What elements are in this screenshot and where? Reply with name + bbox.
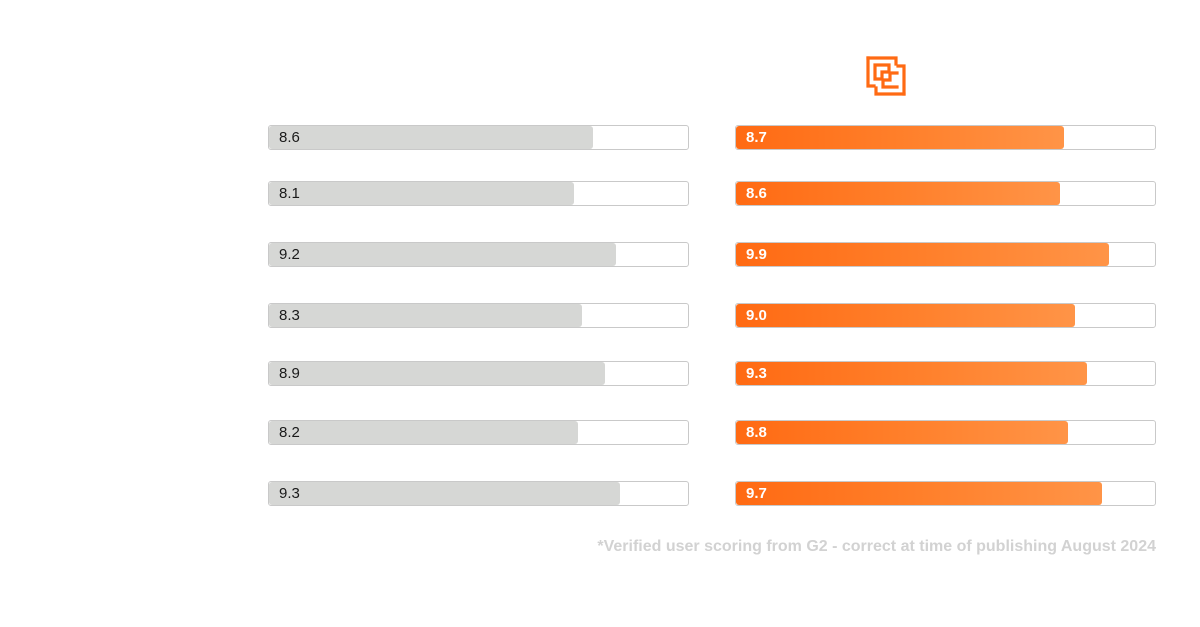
competitor-bar [269, 243, 616, 266]
brand-bar-value: 9.0 [746, 307, 767, 324]
competitor-bar-value: 8.3 [279, 307, 300, 324]
brand-bar [736, 304, 1075, 327]
competitor-bar-track: 9.3 [268, 481, 689, 506]
brand-bar-value: 8.6 [746, 185, 767, 202]
brand-bar [736, 421, 1068, 444]
brand-bar-value: 9.7 [746, 485, 767, 502]
competitor-bar [269, 126, 593, 149]
competitor-bar-value: 8.6 [279, 129, 300, 146]
brand-bar-value: 9.3 [746, 365, 767, 382]
brand-bar-track: 9.3 [735, 361, 1156, 386]
brand-bar [736, 126, 1064, 149]
brand-bar-value: 8.7 [746, 129, 767, 146]
brand-bar [736, 362, 1087, 385]
brand-logo-icon [866, 56, 906, 96]
brand-bar-track: 9.9 [735, 242, 1156, 267]
competitor-bar [269, 304, 582, 327]
brand-bar-track: 8.6 [735, 181, 1156, 206]
footnote: *Verified user scoring from G2 - correct… [597, 538, 1156, 555]
competitor-bar-value: 9.3 [279, 485, 300, 502]
competitor-bar-value: 8.9 [279, 365, 300, 382]
competitor-bar-track: 8.1 [268, 181, 689, 206]
brand-bar [736, 482, 1102, 505]
brand-bar-value: 8.8 [746, 424, 767, 441]
brand-bar [736, 243, 1109, 266]
competitor-bar-track: 8.9 [268, 361, 689, 386]
brand-bar-track: 9.7 [735, 481, 1156, 506]
competitor-bar-track: 9.2 [268, 242, 689, 267]
competitor-bar-value: 8.1 [279, 185, 300, 202]
competitor-bar-value: 9.2 [279, 246, 300, 263]
brand-bar-track: 9.0 [735, 303, 1156, 328]
competitor-bar-track: 8.2 [268, 420, 689, 445]
competitor-bar [269, 482, 620, 505]
competitor-bar-value: 8.2 [279, 424, 300, 441]
competitor-bar [269, 362, 605, 385]
brand-bar [736, 182, 1060, 205]
brand-bar-track: 8.7 [735, 125, 1156, 150]
competitor-bar [269, 182, 574, 205]
competitor-bar-track: 8.6 [268, 125, 689, 150]
brand-bar-value: 9.9 [746, 246, 767, 263]
competitor-bar [269, 421, 578, 444]
competitor-bar-track: 8.3 [268, 303, 689, 328]
brand-bar-track: 8.8 [735, 420, 1156, 445]
